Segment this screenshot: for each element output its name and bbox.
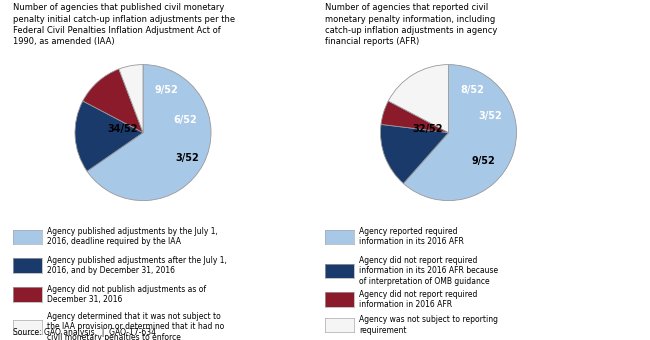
Text: 32/52: 32/52 <box>413 124 443 134</box>
Wedge shape <box>83 69 143 133</box>
Text: 9/52: 9/52 <box>155 85 179 96</box>
Text: Source: GAO analysis.  |  GAO-17-634: Source: GAO analysis. | GAO-17-634 <box>13 328 156 337</box>
Wedge shape <box>404 65 517 201</box>
Wedge shape <box>75 101 143 171</box>
Text: 9/52: 9/52 <box>472 156 496 166</box>
Text: Number of agencies that reported civil
monetary penalty information, including
c: Number of agencies that reported civil m… <box>325 3 497 46</box>
Text: 3/52: 3/52 <box>479 110 502 121</box>
Text: Agency did not report required
information in 2016 AFR: Agency did not report required informati… <box>359 290 478 309</box>
Text: 6/52: 6/52 <box>174 115 197 125</box>
Text: Agency was not subject to reporting
requirement: Agency was not subject to reporting requ… <box>359 315 499 335</box>
Text: Agency reported required
information in its 2016 AFR: Agency reported required information in … <box>359 227 464 246</box>
Wedge shape <box>380 124 448 184</box>
Text: 34/52: 34/52 <box>107 124 138 134</box>
Text: Agency did not publish adjustments as of
December 31, 2016: Agency did not publish adjustments as of… <box>47 285 207 304</box>
Wedge shape <box>87 65 211 201</box>
Text: Number of agencies that published civil monetary
penalty initial catch-up inflat: Number of agencies that published civil … <box>13 3 235 46</box>
Text: Agency determined that it was not subject to
the IAA provision or determined tha: Agency determined that it was not subjec… <box>47 312 225 340</box>
Text: Agency published adjustments by the July 1,
2016, deadline required by the IAA: Agency published adjustments by the July… <box>47 227 218 246</box>
Text: 3/52: 3/52 <box>176 153 199 164</box>
Wedge shape <box>381 101 448 133</box>
Text: Agency did not report required
information in its 2016 AFR because
of interpreta: Agency did not report required informati… <box>359 256 499 286</box>
Text: 8/52: 8/52 <box>460 85 484 96</box>
Text: Agency published adjustments after the July 1,
2016, and by December 31, 2016: Agency published adjustments after the J… <box>47 256 227 275</box>
Wedge shape <box>119 65 143 133</box>
Wedge shape <box>388 65 448 133</box>
